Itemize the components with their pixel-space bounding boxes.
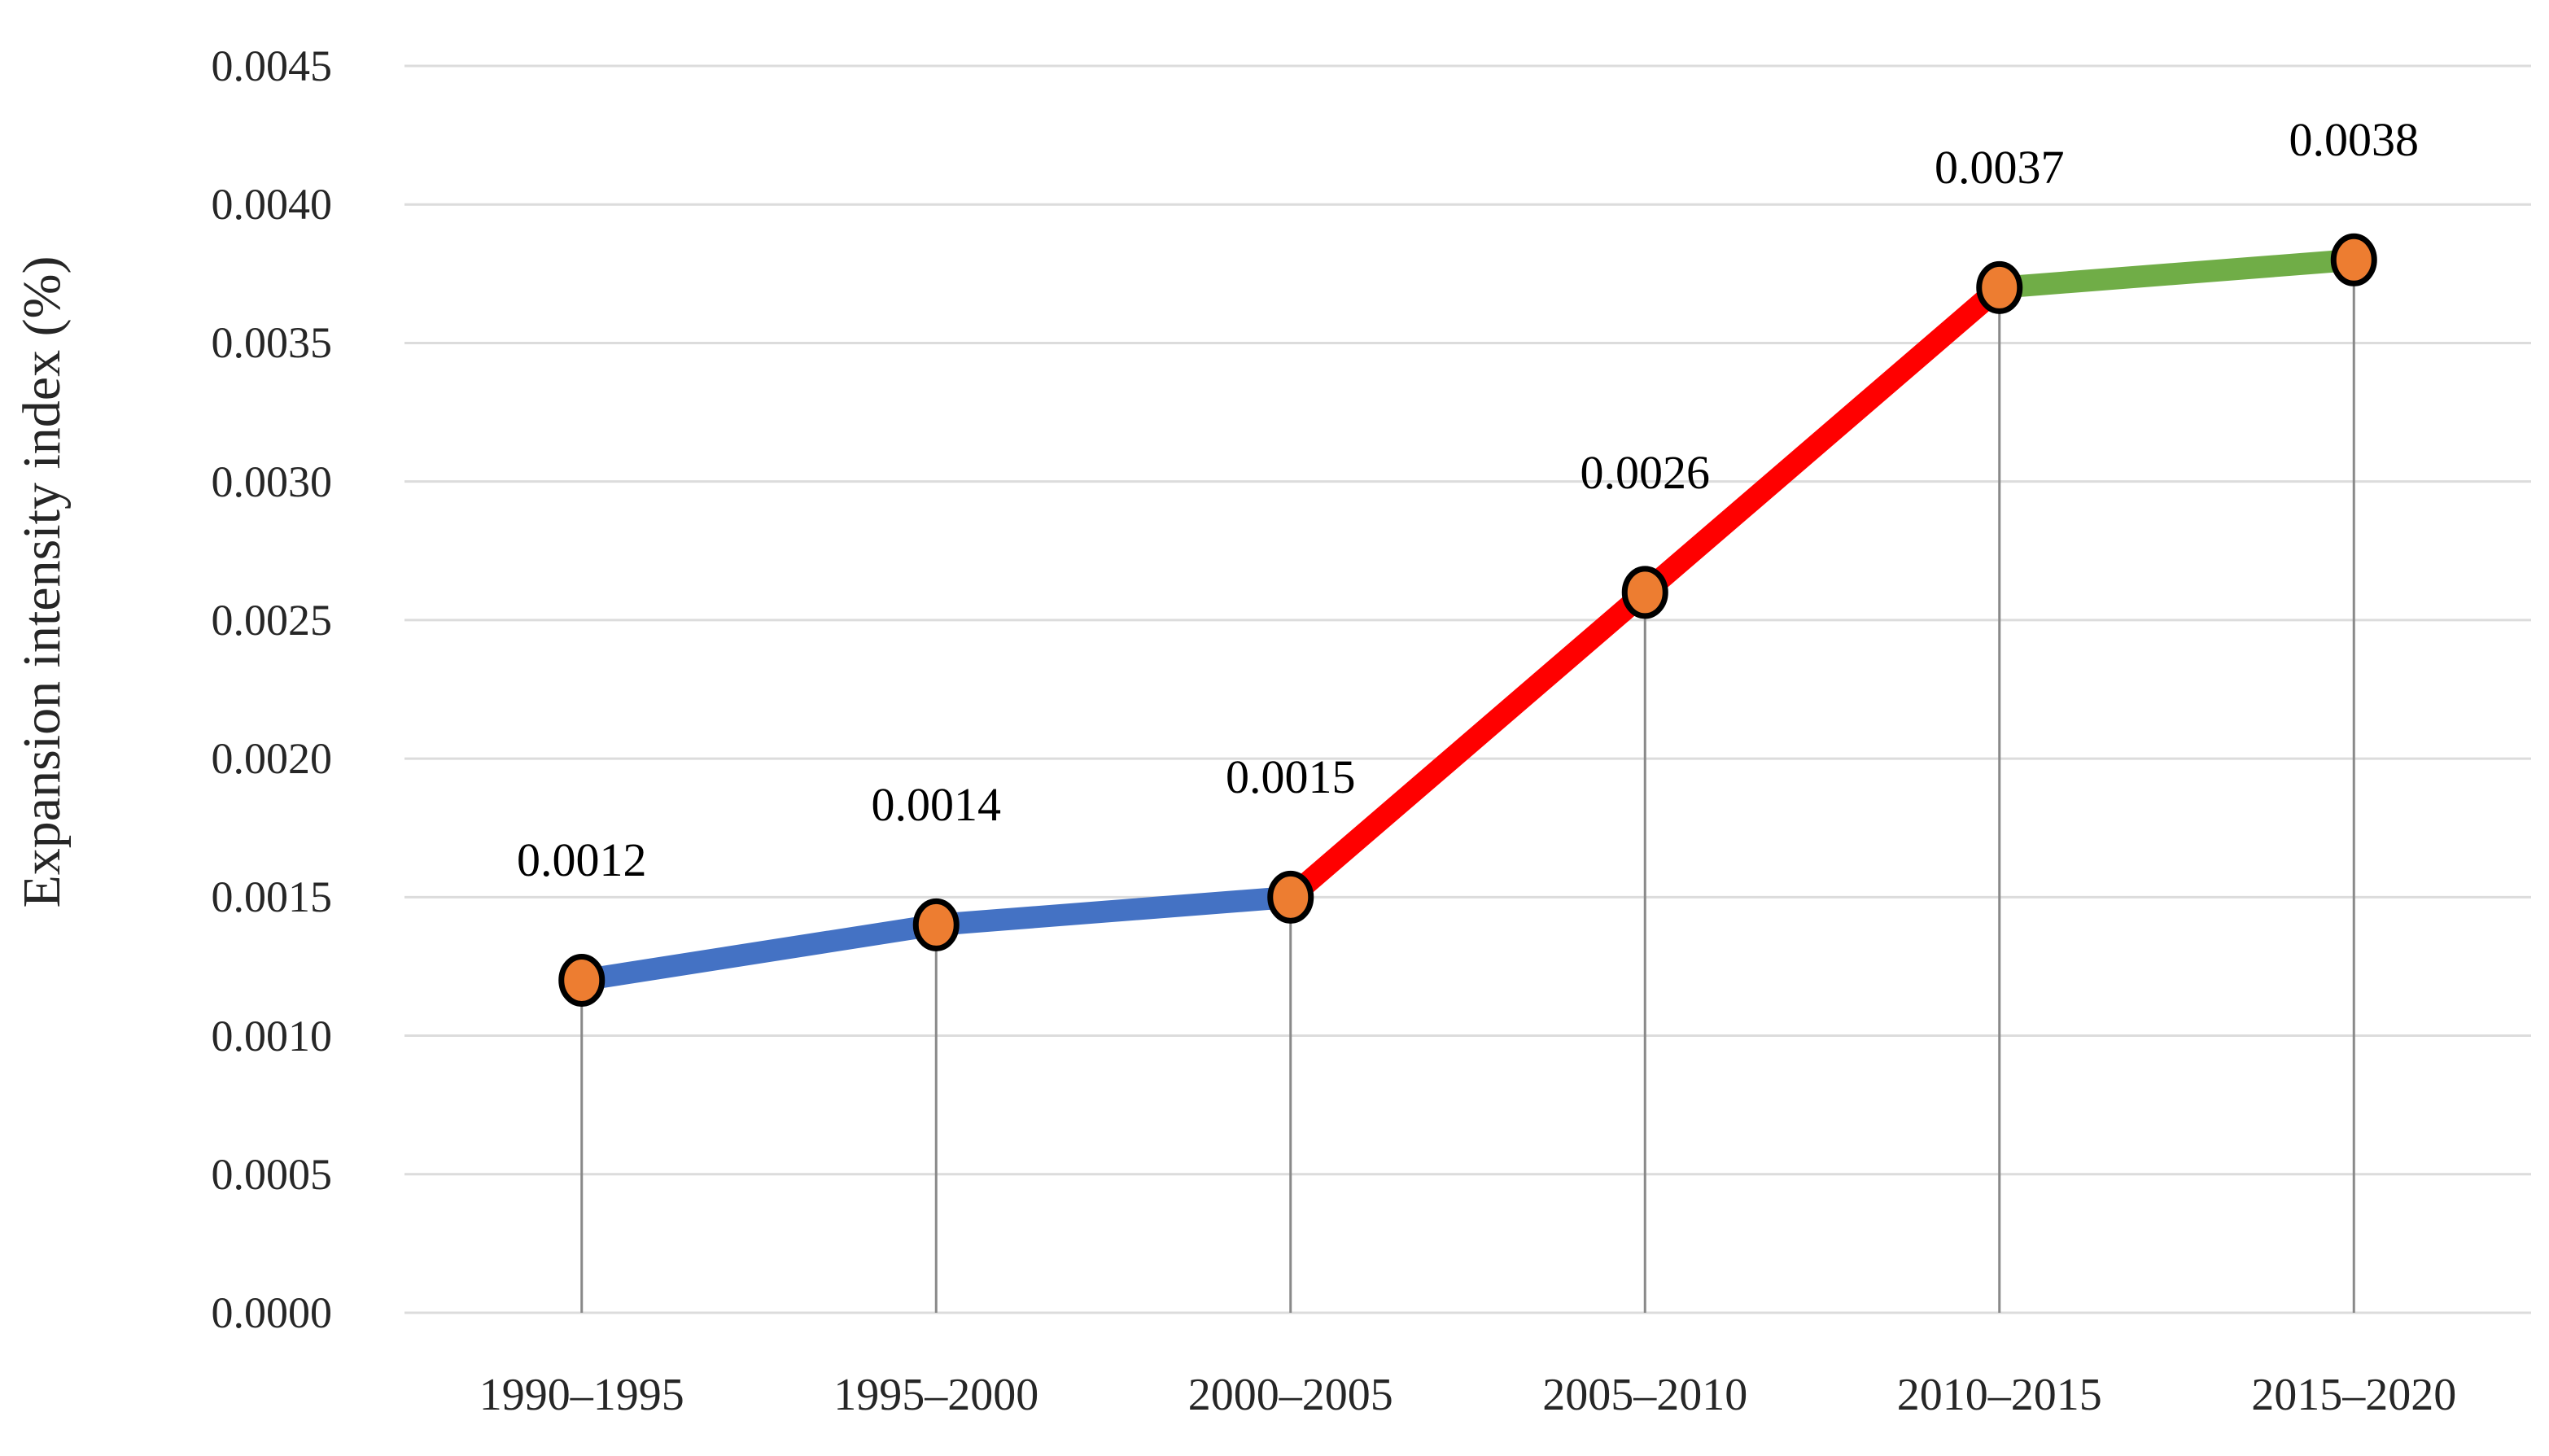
data-point-marker: [1976, 260, 2023, 314]
data-point-marker: [2330, 233, 2377, 286]
data-point-marker: [1267, 870, 1314, 924]
data-point-marker: [912, 898, 960, 951]
data-point-marker: [558, 953, 606, 1007]
line-segment: [579, 914, 938, 991]
line-segment: [1637, 279, 2007, 601]
line-segment: [1283, 584, 1653, 906]
line-segment: [935, 885, 1292, 936]
line-segment: [1998, 248, 2355, 299]
data-point-marker: [1621, 566, 1668, 619]
